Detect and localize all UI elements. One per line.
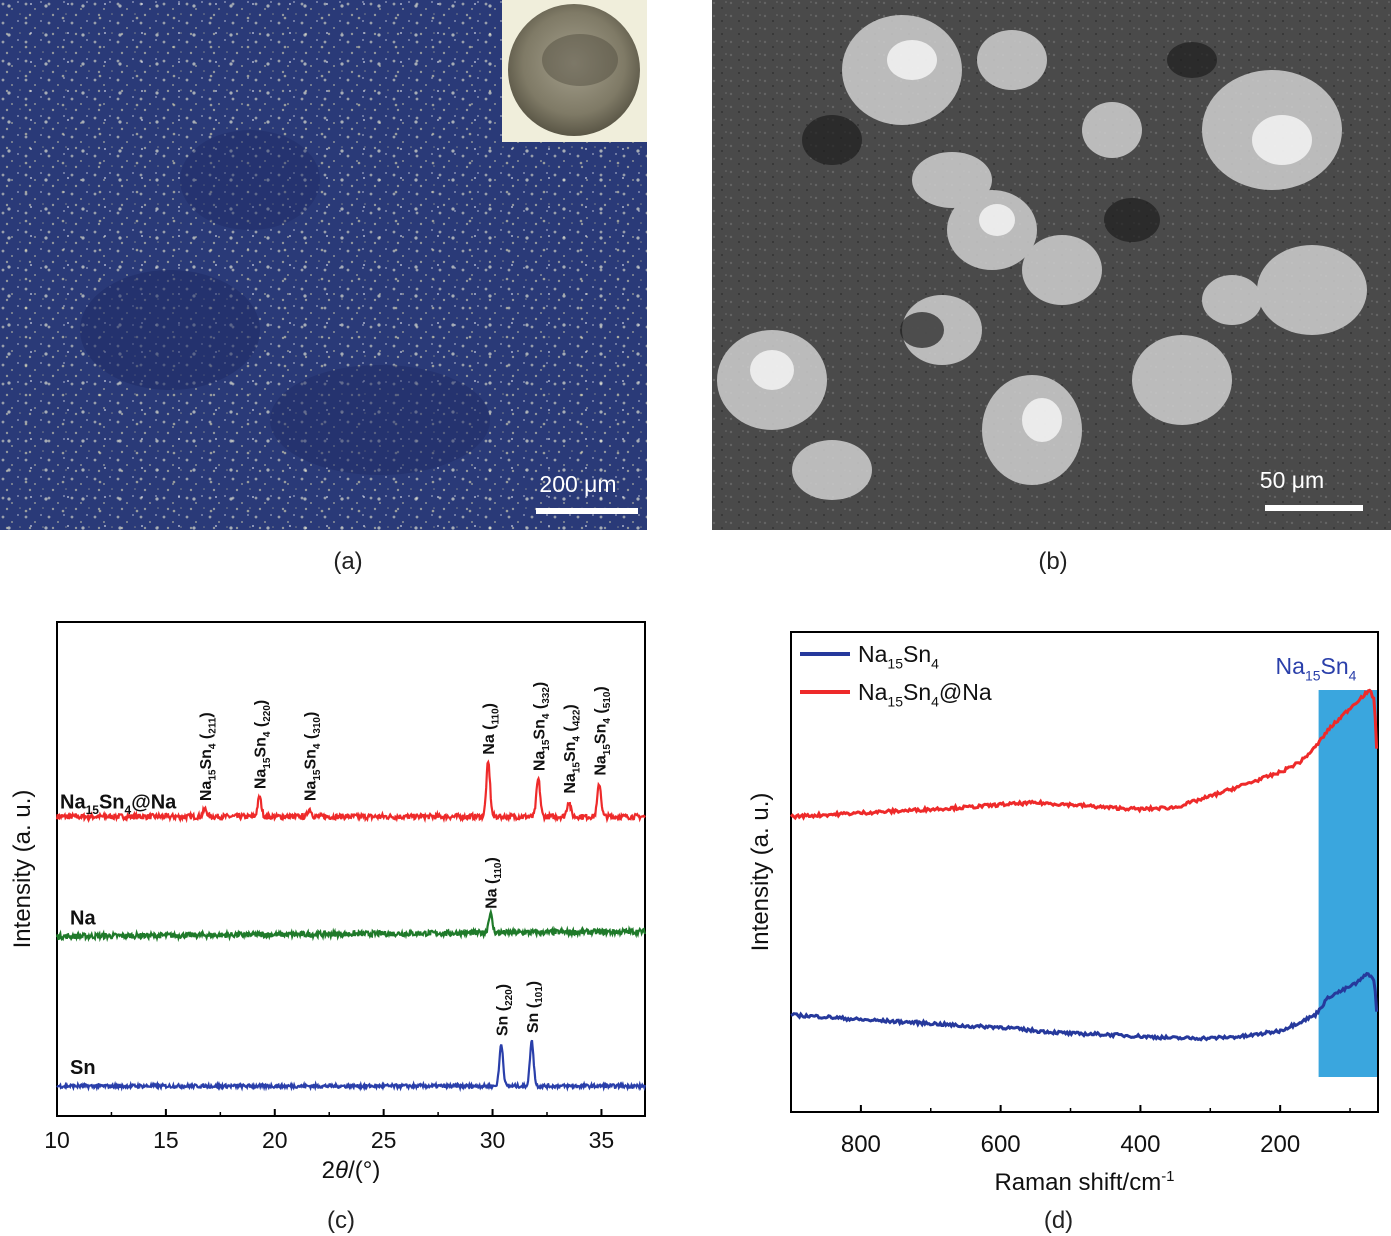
series-line-c [55,908,647,943]
x-tick-label-c: 10 [44,1127,70,1153]
peak-label-c: Na15Sn4 (510) [592,686,612,775]
series-line-d [790,971,1379,1042]
series-line-c [55,759,646,824]
series-label-c: Na [70,907,96,929]
scale-bar-b-label: 50 μm [1260,467,1324,493]
x-tick-label-d: 800 [841,1131,881,1158]
x-tick-label-c: 15 [153,1127,179,1153]
xrd-chart: 10 15 20 25 30 35 2θ/(°) Intensity (a. u.) Na15S… [9,621,647,1234]
plot-frame-d [790,631,1379,1113]
sem-image-panel: 50 μm [712,0,1391,530]
legend-label-d: Na15Sn4@Na [858,679,992,709]
scale-bar-b [1265,505,1363,511]
x-tick-label-d: 400 [1120,1131,1160,1158]
sem-image: 50 μm [712,0,1391,530]
optical-micrograph-image: 200 μm [0,0,647,530]
legend-label-d: Na15Sn4 [858,641,939,671]
peak-label-c: Sn (101) [525,981,545,1033]
peak-label-c: Na (110) [483,857,503,909]
x-tick-label-c: 35 [589,1127,615,1153]
series-label-c: Na15Sn4@Na [60,792,177,818]
peak-label-c: Na15Sn4 (220) [253,700,273,789]
peak-label-c: Na (110) [481,703,501,755]
x-tick-label-c: 30 [480,1127,506,1153]
peak-label-c: Na15Sn4 (211) [198,712,218,801]
caption-a: (a) [333,548,363,575]
peak-label-c: Na15Sn4 (332) [531,682,551,771]
peak-label-c: Sn (220) [494,984,514,1036]
x-tick-label-c: 25 [371,1127,397,1153]
x-tick-label-c: 20 [262,1127,288,1153]
caption-b: (b) [1038,548,1068,575]
series-label-c: Sn [70,1057,96,1079]
x-tick-label-d: 200 [1260,1131,1300,1158]
y-axis-label-d: Intensity (a. u.) [747,793,774,952]
scale-bar-a-label: 200 μm [539,471,616,497]
optical-micrograph-panel: 200 μm [0,0,647,530]
peak-label-c: Na15Sn4 (422) [562,704,582,793]
caption-c: (c) [327,1207,355,1234]
series-line-c [56,1039,647,1093]
y-axis-label-c: Intensity (a. u.) [9,790,36,949]
highlight-band-d [1318,690,1378,1077]
peak-label-c: Na15Sn4 (310) [303,712,323,801]
inset-photo [502,0,647,142]
plot-frame-c [56,621,646,1117]
x-tick-label-d: 600 [981,1131,1021,1158]
raman-chart: Na15Sn4 800 600 400 200 Raman shift/cm-1 Inten… [747,631,1379,1234]
highlight-label-d: Na15Sn4 [1276,653,1357,683]
scale-bar-a [536,508,638,514]
series-line-d [789,688,1379,821]
x-axis-label-d: Raman shift/cm-1 [994,1168,1174,1196]
x-axis-label-c: 2θ/(°) [322,1157,381,1184]
caption-d: (d) [1044,1207,1073,1234]
